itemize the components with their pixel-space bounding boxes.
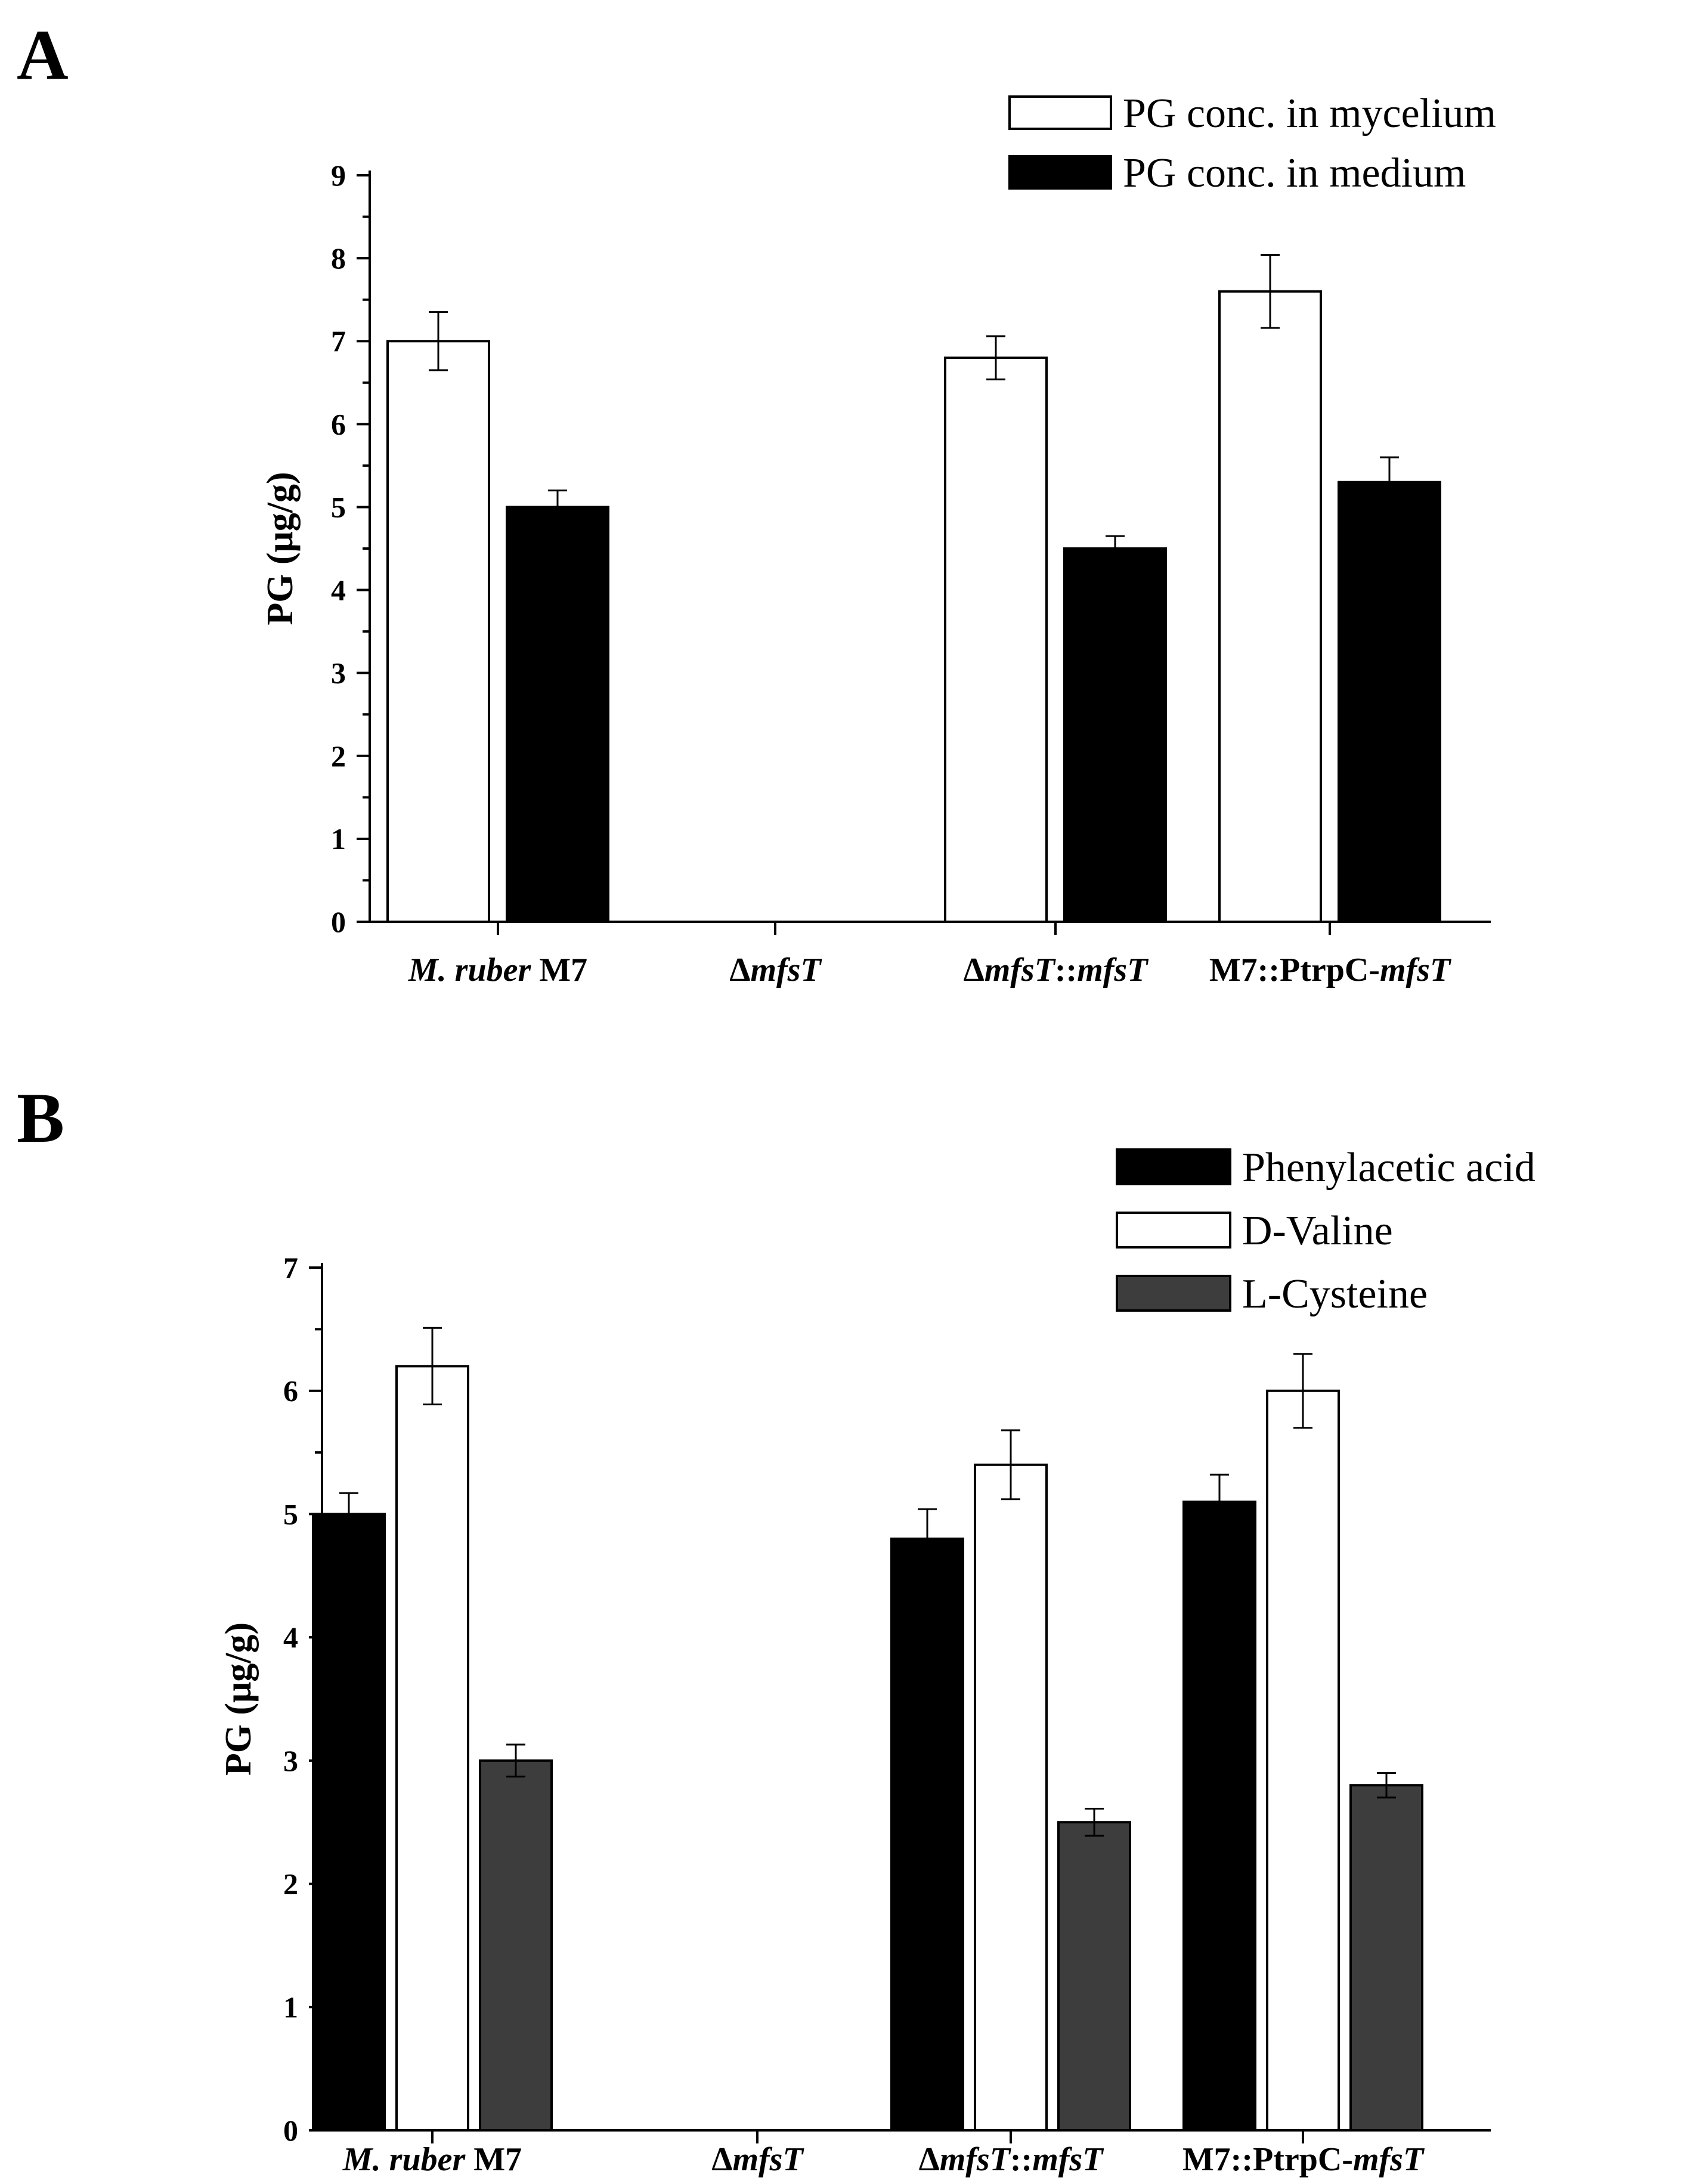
x-category-label: ΔmfsT bbox=[729, 952, 822, 989]
error-bar bbox=[423, 1327, 442, 1405]
error-bar bbox=[1210, 1473, 1229, 1530]
y-tick-label: 1 bbox=[331, 822, 346, 856]
bar-panelB-series1-cat3 bbox=[890, 1537, 964, 2132]
bar-panelB-series3-cat4 bbox=[1349, 1784, 1423, 2132]
y-tick-label: 0 bbox=[331, 905, 346, 938]
y-tick-label: 3 bbox=[331, 656, 346, 690]
bar-panelA-series1-cat1 bbox=[386, 340, 490, 923]
legend-swatch bbox=[1008, 155, 1112, 190]
y-tick-label: 4 bbox=[283, 1621, 298, 1654]
legend-swatch bbox=[1116, 1275, 1231, 1312]
error-bar bbox=[1085, 1807, 1104, 1837]
y-tick-label: 1 bbox=[283, 1990, 298, 2024]
legend-swatch bbox=[1116, 1148, 1231, 1185]
panel-a-letter: A bbox=[17, 15, 69, 94]
y-tick-label: 2 bbox=[331, 739, 346, 773]
y-tick-label: 6 bbox=[283, 1374, 298, 1408]
y-tick-label: 8 bbox=[331, 241, 346, 275]
x-category-label: M. ruber M7 bbox=[408, 952, 587, 989]
y-tick-label: 2 bbox=[283, 1867, 298, 1901]
x-category-label: ΔmfsT::mfsT bbox=[964, 952, 1150, 989]
error-bar bbox=[1377, 1772, 1396, 1799]
chart-panel-b: 0 1 2 3 4 5 6 7M. ruber M7 ΔmfsT ΔmfsT::mfsT M7::P… bbox=[218, 1145, 1536, 2178]
y-tick-label: 5 bbox=[331, 490, 346, 523]
bar-panelB-series2-cat4 bbox=[1266, 1389, 1340, 2132]
legend-swatch bbox=[1008, 95, 1112, 130]
x-category-label: M. ruber M7 bbox=[342, 2141, 522, 2178]
chart-panel-a: 0 1 2 3 4 5 6 7 8 9M. ruber M7 ΔmfsT ΔmfsT::mfsT M7:… bbox=[260, 91, 1496, 989]
legend-swatch bbox=[1116, 1212, 1231, 1249]
error-bar bbox=[1001, 1429, 1020, 1501]
panel-b-letter: B bbox=[17, 1078, 64, 1157]
error-bar bbox=[1106, 535, 1125, 562]
bar-panelB-series2-cat1 bbox=[395, 1365, 469, 2132]
error-bar bbox=[548, 490, 567, 525]
y-tick-label: 7 bbox=[283, 1251, 298, 1284]
error-bar bbox=[1380, 456, 1399, 508]
error-bar bbox=[918, 1508, 937, 1569]
legend: Phenylacetic acid D-Valine L-Cysteine bbox=[1116, 1145, 1536, 1317]
bar-panelA-series2-cat1 bbox=[506, 506, 609, 923]
x-category-label: ΔmfsT bbox=[711, 2141, 804, 2178]
error-bar bbox=[429, 311, 448, 371]
y-tick-label: 9 bbox=[331, 159, 346, 192]
bar-panelB-series1-cat1 bbox=[312, 1513, 386, 2132]
bar-panelA-series2-cat4 bbox=[1338, 481, 1441, 923]
error-bar bbox=[986, 335, 1005, 380]
y-tick-label: 4 bbox=[331, 574, 346, 607]
error-bar bbox=[506, 1743, 525, 1778]
y-tick-label: 3 bbox=[283, 1744, 298, 1777]
y-axis-title: PG (μg/g) bbox=[218, 1622, 259, 1776]
bar-panelB-series3-cat1 bbox=[479, 1759, 553, 2132]
y-tick-label: 6 bbox=[331, 407, 346, 441]
error-bar bbox=[1293, 1353, 1312, 1429]
error-bar bbox=[1261, 254, 1280, 329]
legend: PG conc. in mycelium PG conc. in medium bbox=[1008, 91, 1496, 196]
y-axis-title: PG (μg/g) bbox=[260, 472, 301, 625]
legend-label: L-Cysteine bbox=[1242, 1271, 1428, 1317]
bar-panelA-series1-cat4 bbox=[1218, 290, 1322, 923]
y-tick-label: 0 bbox=[283, 2114, 298, 2147]
bar-panelA-series2-cat3 bbox=[1063, 547, 1167, 923]
x-category-label: M7::PtrpC-mfsT bbox=[1182, 2141, 1425, 2178]
error-bar bbox=[339, 1492, 358, 1536]
bar-panelB-series1-cat4 bbox=[1182, 1500, 1256, 2132]
legend-label: PG conc. in mycelium bbox=[1123, 91, 1496, 137]
x-category-label: M7::PtrpC-mfsT bbox=[1209, 952, 1452, 989]
y-tick-label: 5 bbox=[283, 1497, 298, 1531]
bar-panelA-series1-cat3 bbox=[944, 357, 1048, 923]
legend-label: PG conc. in medium bbox=[1123, 150, 1466, 196]
legend-label: Phenylacetic acid bbox=[1242, 1145, 1536, 1191]
bar-panelB-series3-cat3 bbox=[1057, 1821, 1131, 2132]
x-category-label: ΔmfsT::mfsT bbox=[919, 2141, 1105, 2178]
y-tick-label: 7 bbox=[331, 324, 346, 358]
legend-label: D-Valine bbox=[1242, 1208, 1393, 1254]
bar-panelB-series2-cat3 bbox=[974, 1463, 1048, 2132]
